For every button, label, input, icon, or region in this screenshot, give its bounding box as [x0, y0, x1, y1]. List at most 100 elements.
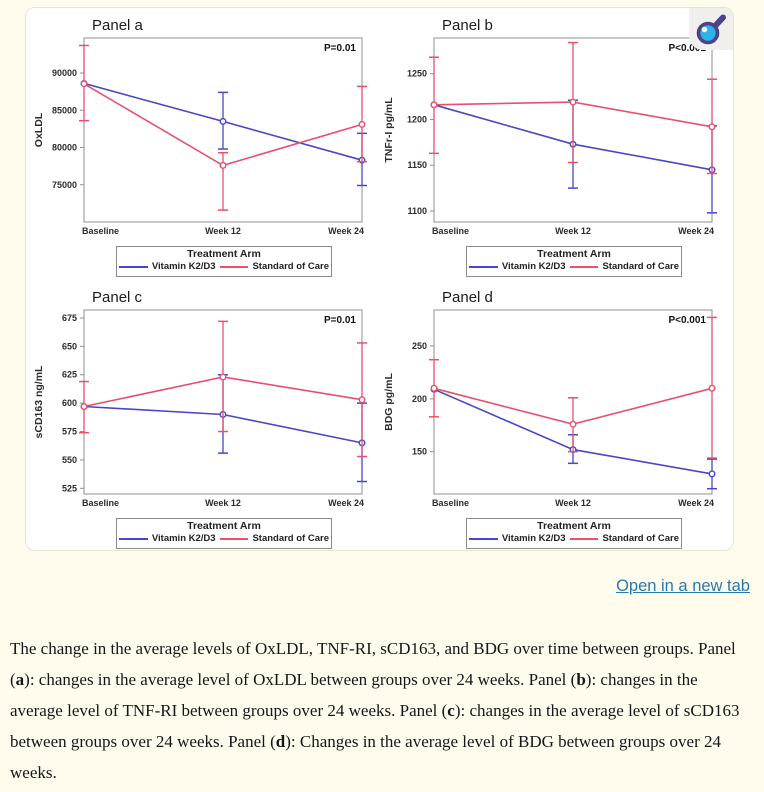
open-in-new-tab-link[interactable]: Open in a new tab — [616, 577, 750, 595]
y-tick-label: 1150 — [407, 160, 427, 170]
y-axis-label: OxLDL — [33, 112, 45, 147]
legend-label-vitamin-k2d3: Vitamin K2/D3 — [501, 261, 566, 272]
legend-swatch-vitamin-k2d3 — [469, 538, 498, 540]
figure-caption: The change in the average levels of OxLD… — [10, 639, 740, 782]
x-tick-label: Baseline — [82, 226, 119, 236]
data-point-marker — [569, 420, 577, 428]
y-tick-label: 575 — [62, 427, 77, 437]
y-tick-label: 250 — [412, 341, 427, 351]
data-point-marker — [358, 396, 366, 404]
panels-grid: Panel a 75000 80000 85000 90000 OxLDL P=0.01 B… — [26, 8, 733, 549]
legend-title: Treatment Arm — [187, 520, 261, 532]
x-tick-label: Week 24 — [678, 498, 714, 508]
panel-b-title: Panel b — [442, 17, 493, 34]
y-tick-label: 550 — [62, 455, 77, 465]
panel-d-title: Panel d — [442, 289, 493, 306]
y-tick-label: 150 — [412, 447, 427, 457]
legend-swatch-standard-of-care — [569, 538, 599, 540]
legend-label-standard-of-care: Standard of Care — [252, 261, 329, 272]
magnifier-icon — [696, 14, 726, 45]
series-vitamin-k2-d3 — [430, 99, 717, 214]
data-point-marker — [430, 101, 438, 109]
figure-zoom-button[interactable] — [689, 8, 733, 50]
y-tick-label: 675 — [62, 313, 77, 323]
data-point-marker — [80, 403, 88, 411]
legend-label-standard-of-care: Standard of Care — [252, 533, 329, 544]
data-point-marker — [80, 80, 88, 88]
y-tick-label: 75000 — [52, 180, 77, 190]
legend-title: Treatment Arm — [187, 248, 261, 260]
data-point-marker — [219, 373, 227, 381]
x-tick-label: Week 24 — [328, 498, 364, 508]
series-standard-of-care — [79, 320, 367, 458]
y-tick-label: 200 — [412, 394, 427, 404]
legend-label-standard-of-care: Standard of Care — [602, 261, 679, 272]
x-tick-label: Week 12 — [205, 498, 241, 508]
panel-b: Panel b 1100 1150 1200 1250 TNFr-I pg/mL P<0.… — [380, 17, 730, 277]
legend-swatch-vitamin-k2d3 — [119, 538, 148, 540]
p-value-label: P=0.01 — [324, 43, 356, 54]
legend-label-standard-of-care: Standard of Care — [602, 533, 679, 544]
series-standard-of-care — [429, 316, 717, 459]
panel-c: Panel c 525 550 575 600 625 650 675 sCD163 ng/m… — [30, 289, 380, 549]
legend-box: Treatment Arm Vitamin K2/D3 Standard of … — [466, 246, 682, 277]
panel-d: Panel d 150 200 250 BDG pg/mL P<0.001 Baselin… — [380, 289, 730, 549]
legend-swatch-standard-of-care — [569, 266, 599, 268]
series-standard-of-care — [429, 41, 717, 175]
legend-swatch-vitamin-k2d3 — [469, 266, 498, 268]
legend-label-vitamin-k2d3: Vitamin K2/D3 — [501, 533, 566, 544]
p-value-label: P<0.001 — [668, 43, 706, 54]
legend-title: Treatment Arm — [537, 520, 611, 532]
x-tick-label: Week 24 — [328, 226, 364, 236]
panel-c-title: Panel c — [92, 289, 143, 306]
y-tick-label: 1100 — [407, 206, 427, 216]
panel-a-title: Panel a — [92, 17, 143, 34]
x-tick-label: Baseline — [432, 498, 469, 508]
data-point-marker — [358, 120, 366, 128]
data-point-marker — [430, 384, 438, 392]
y-tick-label: 90000 — [52, 68, 77, 78]
data-point-marker — [708, 123, 716, 131]
legend-label-vitamin-k2d3: Vitamin K2/D3 — [151, 261, 216, 272]
legend-row: Vitamin K2/D3 Standard of Care — [469, 533, 679, 545]
series-vitamin-k2-d3 — [80, 79, 367, 187]
p-value-label: P<0.001 — [668, 315, 706, 326]
x-tick-label: Baseline — [432, 226, 469, 236]
data-point-marker — [219, 117, 227, 125]
legend-swatch-standard-of-care — [219, 538, 249, 540]
panel-a: Panel a 75000 80000 85000 90000 OxLDL P=0.01 B… — [30, 17, 380, 277]
y-axis-label: sCD163 ng/mL — [33, 365, 45, 439]
legend-row: Vitamin K2/D3 Standard of Care — [119, 533, 329, 545]
y-axis-label: TNFr-I pg/mL — [383, 97, 395, 163]
legend-row: Vitamin K2/D3 Standard of Care — [469, 261, 679, 273]
data-point-marker — [569, 98, 577, 106]
series-vitamin-k2-d3 — [430, 385, 717, 490]
x-tick-label: Baseline — [82, 498, 119, 508]
y-tick-label: 1250 — [407, 69, 427, 79]
panel-b-chart: 1100 1150 1200 1250 TNFr-I pg/mL P<0.001 Basel… — [383, 37, 717, 236]
legend-title: Treatment Arm — [537, 248, 611, 260]
figure-card: Panel a 75000 80000 85000 90000 OxLDL P=0.01 B… — [25, 7, 734, 551]
y-tick-label: 650 — [62, 341, 77, 351]
y-tick-label: 85000 — [52, 105, 77, 115]
x-tick-label: Week 12 — [555, 498, 591, 508]
y-tick-label: 80000 — [52, 143, 77, 153]
data-point-marker — [708, 470, 716, 478]
y-tick-label: 600 — [62, 398, 77, 408]
x-tick-label: Week 12 — [555, 226, 591, 236]
y-tick-label: 625 — [62, 370, 77, 380]
legend-box: Treatment Arm Vitamin K2/D3 Standard of … — [466, 518, 682, 549]
legend-label-vitamin-k2d3: Vitamin K2/D3 — [151, 533, 216, 544]
x-tick-label: Week 24 — [678, 226, 714, 236]
y-tick-label: 525 — [62, 483, 77, 493]
legend-row: Vitamin K2/D3 Standard of Care — [119, 261, 329, 273]
p-value-label: P=0.01 — [324, 315, 356, 326]
data-point-marker — [219, 161, 227, 169]
link-row: Open in a new tab — [616, 577, 750, 596]
x-tick-label: Week 12 — [205, 226, 241, 236]
y-axis-label: BDG pg/mL — [383, 373, 395, 431]
y-tick-label: 1200 — [407, 114, 427, 124]
series-vitamin-k2-d3 — [80, 373, 367, 483]
legend-swatch-vitamin-k2d3 — [119, 266, 148, 268]
